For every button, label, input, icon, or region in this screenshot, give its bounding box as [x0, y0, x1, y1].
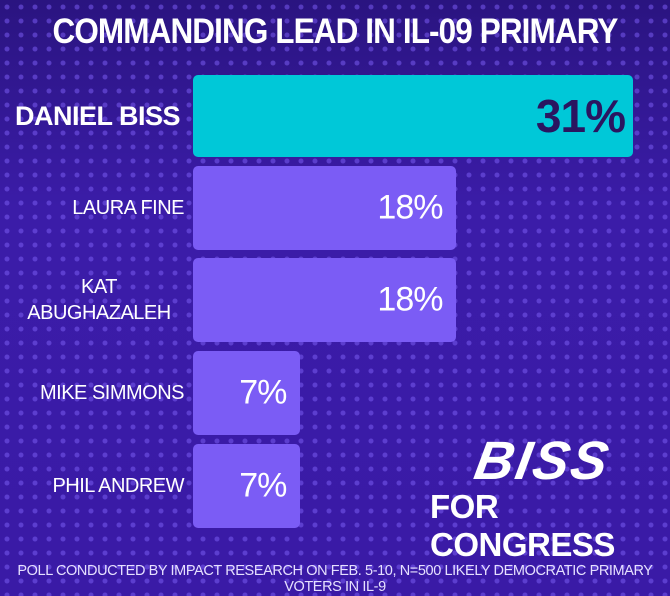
category-label: MIKE SIMMONS [39, 382, 185, 404]
value-label: 31% [535, 90, 626, 142]
bar-phil-andrew: 7% [193, 444, 301, 528]
value-label: 7% [239, 466, 287, 505]
category-label: KAT ABUGHAZALEH [27, 276, 171, 324]
bar-laura-fine: 18% [193, 166, 457, 250]
chart-title: COMMANDING LEAD IN IL-09 PRIMARY [52, 12, 618, 51]
bar-mike-simmons: 7% [193, 351, 301, 435]
bar-kat-abughazaleh: 18% [193, 258, 457, 342]
category-label: LAURA FINE [72, 197, 184, 219]
logo-tagline: FOR CONGRESS [430, 488, 615, 563]
category-label: DANIEL BISS [14, 101, 181, 131]
value-label: 18% [377, 188, 443, 227]
value-label: 7% [239, 373, 287, 412]
footnote: POLL CONDUCTED BY IMPACT RESEARCH ON FEB… [17, 563, 653, 595]
bar-daniel-biss: 31% [193, 75, 633, 157]
value-label: 18% [377, 280, 443, 319]
logo-biss: BISS [470, 431, 615, 491]
category-label: PHIL ANDREW [52, 475, 184, 497]
